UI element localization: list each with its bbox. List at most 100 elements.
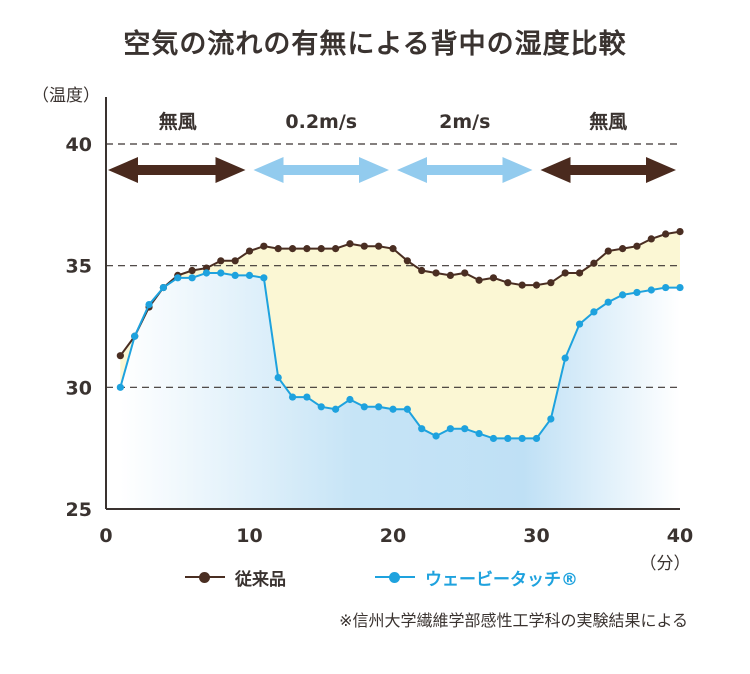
data-point-conventional-12 [274,245,282,253]
data-point-wavy-32 [561,354,569,362]
data-point-conventional-27 [489,274,498,282]
series-line-conventional [119,230,681,357]
legend-wavy: ウェービータッチ® [375,564,578,590]
data-point-wavy-11 [260,274,268,282]
data-point-conventional-37 [633,242,641,250]
footnote: ※信州大学繊維学部感性工学科の実験結果による [339,611,688,630]
data-point-wavy-36 [619,291,627,299]
phase-arrow-0 [108,157,246,183]
data-point-wavy-30 [532,434,541,443]
data-point-conventional-40 [676,228,684,236]
data-point-conventional-9 [231,257,239,265]
data-point-wavy-22 [418,425,426,433]
y-axis-label: （温度） [32,86,100,106]
data-point-wavy-24 [446,425,454,433]
data-point-wavy-21 [403,405,411,413]
data-point-wavy-35 [604,298,612,306]
data-point-wavy-18 [360,403,368,411]
data-point-conventional-24 [446,271,454,279]
data-point-wavy-1 [116,383,124,391]
data-point-wavy-10 [245,271,254,279]
data-point-conventional-30 [532,281,541,289]
data-point-wavy-29 [518,434,526,443]
area-under-wavy [120,272,681,509]
data-point-wavy-23 [432,432,440,440]
data-point-conventional-17 [346,240,354,248]
legend-swatch-wavy [375,571,415,583]
data-point-conventional-38 [647,235,655,243]
x-tick-label-40: 40 [667,525,693,547]
legend-label-conventional: 従来品 [235,569,286,590]
data-point-conventional-29 [518,281,526,289]
data-point-conventional-21 [403,257,411,265]
data-point-wavy-34 [590,308,598,316]
x-tick-label-0: 0 [99,525,112,547]
data-point-conventional-39 [662,230,670,238]
data-point-conventional-28 [504,279,512,287]
data-point-conventional-20 [389,245,397,253]
data-point-wavy-19 [375,403,383,411]
data-point-wavy-16 [332,405,340,413]
phase-arrow-1 [253,157,389,183]
area-between-series [120,231,681,439]
data-point-wavy-17 [346,395,354,404]
y-tick-label-30: 30 [66,377,92,399]
data-point-conventional-8 [217,257,225,265]
y-tick-label-40: 40 [66,134,92,156]
data-point-conventional-34 [590,259,598,267]
data-point-conventional-15 [317,245,325,253]
data-point-wavy-28 [504,434,512,443]
data-point-conventional-6 [188,266,196,275]
y-tick-label-35: 35 [66,256,92,278]
data-point-conventional-16 [332,245,340,253]
data-point-conventional-22 [418,266,426,275]
chart-title: 空気の流れの有無による背中の湿度比較 [123,29,627,60]
data-point-conventional-14 [303,245,311,253]
phase-label-3: 無風 [589,110,627,133]
x-tick-label-10: 10 [236,525,262,547]
phase-arrow-3 [540,157,676,183]
data-point-wavy-38 [647,286,655,294]
data-point-wavy-31 [547,415,555,423]
phase-label-0: 無風 [159,110,197,133]
data-point-conventional-31 [547,279,555,287]
legend-label-wavy: ウェービータッチ® [425,569,578,590]
data-point-wavy-15 [317,403,325,411]
data-point-conventional-32 [561,269,569,277]
data-point-wavy-39 [662,283,670,292]
data-point-conventional-10 [245,247,254,255]
data-point-wavy-12 [274,374,282,382]
legend-dot-conventional [199,572,210,583]
phase-arrow-2 [397,157,533,183]
data-point-wavy-40 [676,283,684,292]
legend-dot-wavy [389,572,400,583]
data-point-conventional-23 [432,269,440,277]
data-point-wavy-27 [489,434,498,443]
data-point-wavy-33 [575,320,584,328]
data-point-wavy-25 [461,425,469,433]
legend-swatch-conventional [185,571,225,583]
data-point-wavy-2 [131,332,139,340]
data-point-conventional-11 [260,242,268,250]
data-point-conventional-33 [575,269,584,277]
data-point-wavy-14 [303,393,311,401]
data-point-wavy-6 [188,274,196,282]
data-point-conventional-1 [116,352,124,360]
data-point-wavy-7 [202,269,211,277]
series-line-wavy [119,271,680,440]
phase-label-1: 0.2m/s [285,111,357,133]
y-tick-label-25: 25 [66,499,92,521]
data-point-conventional-25 [461,269,469,277]
phase-label-2: 2m/s [439,111,490,133]
data-point-conventional-13 [288,245,297,253]
x-tick-label-30: 30 [523,525,549,547]
legend-conventional: 従来品 [185,564,286,590]
data-point-conventional-36 [619,245,627,253]
x-tick-label-20: 20 [380,525,406,547]
data-point-wavy-13 [288,393,297,401]
data-point-wavy-20 [389,405,397,413]
data-point-wavy-4 [159,283,167,292]
data-point-conventional-26 [475,276,483,284]
data-point-wavy-8 [217,269,225,277]
data-point-wavy-26 [475,429,483,438]
